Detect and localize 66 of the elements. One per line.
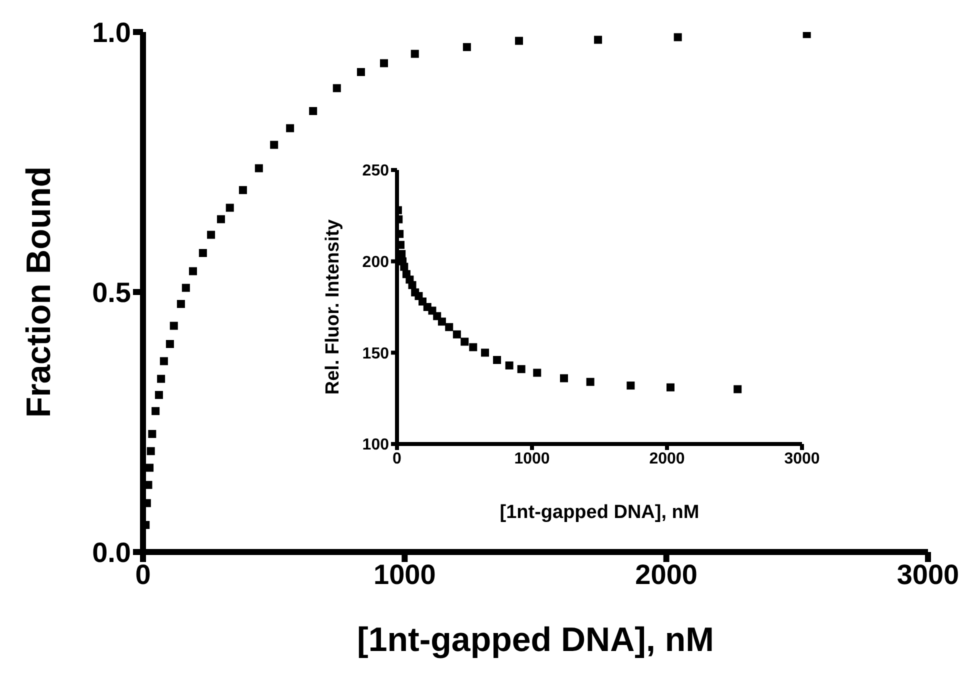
- point: [517, 365, 526, 374]
- point: [493, 356, 502, 364]
- point: [594, 36, 602, 44]
- point: [154, 390, 163, 399]
- point: [674, 33, 682, 42]
- point: [410, 50, 419, 58]
- point: [533, 368, 542, 377]
- point: [146, 447, 155, 456]
- point: [380, 59, 388, 68]
- point: [226, 204, 234, 212]
- point: [445, 323, 454, 332]
- point: [408, 281, 416, 290]
- point: [216, 215, 225, 224]
- x-tick-label: 3000: [896, 558, 960, 590]
- point: [400, 262, 408, 271]
- x-tick-label: 1000: [374, 558, 436, 590]
- point: [586, 378, 594, 386]
- point: [626, 382, 635, 390]
- y-tick-label: 100: [362, 436, 390, 454]
- x-tick-label: 3000: [784, 450, 820, 468]
- point: [238, 186, 247, 194]
- point: [160, 357, 168, 366]
- point: [198, 249, 207, 257]
- x-axis-title: [1nt-gapped DNA], nM: [500, 502, 700, 523]
- point: [802, 32, 811, 38]
- x-tick-label: 1000: [514, 450, 550, 468]
- point: [560, 374, 568, 382]
- point: [166, 340, 174, 348]
- point: [452, 330, 461, 338]
- point: [515, 36, 524, 45]
- point: [332, 84, 341, 92]
- point: [176, 300, 185, 308]
- point: [462, 43, 471, 52]
- x-axis-title: [1nt-gapped DNA], nM: [357, 621, 714, 659]
- point: [157, 374, 166, 383]
- y-tick-label: 200: [362, 254, 390, 272]
- y-tick-label: 0.5: [92, 276, 131, 308]
- point: [438, 318, 446, 326]
- x-tick-label: 0: [135, 558, 151, 590]
- y-tick-label: 0.0: [92, 536, 131, 568]
- point: [182, 284, 190, 292]
- x-tick-label: 0: [392, 450, 402, 468]
- point: [254, 164, 263, 172]
- point: [505, 361, 514, 370]
- point: [170, 322, 178, 330]
- point: [207, 230, 216, 239]
- y-axis-title: Fraction Bound: [20, 166, 58, 418]
- y-axis-title: Rel. Fluor. Intensity: [322, 218, 344, 395]
- point: [734, 385, 742, 394]
- y-tick-label: 150: [362, 345, 390, 362]
- point: [356, 68, 365, 76]
- point: [460, 338, 469, 346]
- point: [286, 124, 294, 132]
- point: [481, 348, 490, 357]
- point: [146, 464, 154, 472]
- y-tick-label: 1.0: [92, 16, 131, 48]
- x-tick-label: 2000: [635, 558, 698, 590]
- x-tick-label: 2000: [649, 450, 685, 468]
- y-tick-label: 250: [362, 162, 390, 180]
- point: [309, 107, 318, 116]
- point: [152, 407, 160, 416]
- point: [148, 430, 156, 438]
- point: [666, 383, 675, 392]
- point: [188, 267, 197, 276]
- point: [270, 140, 278, 149]
- point: [469, 343, 478, 352]
